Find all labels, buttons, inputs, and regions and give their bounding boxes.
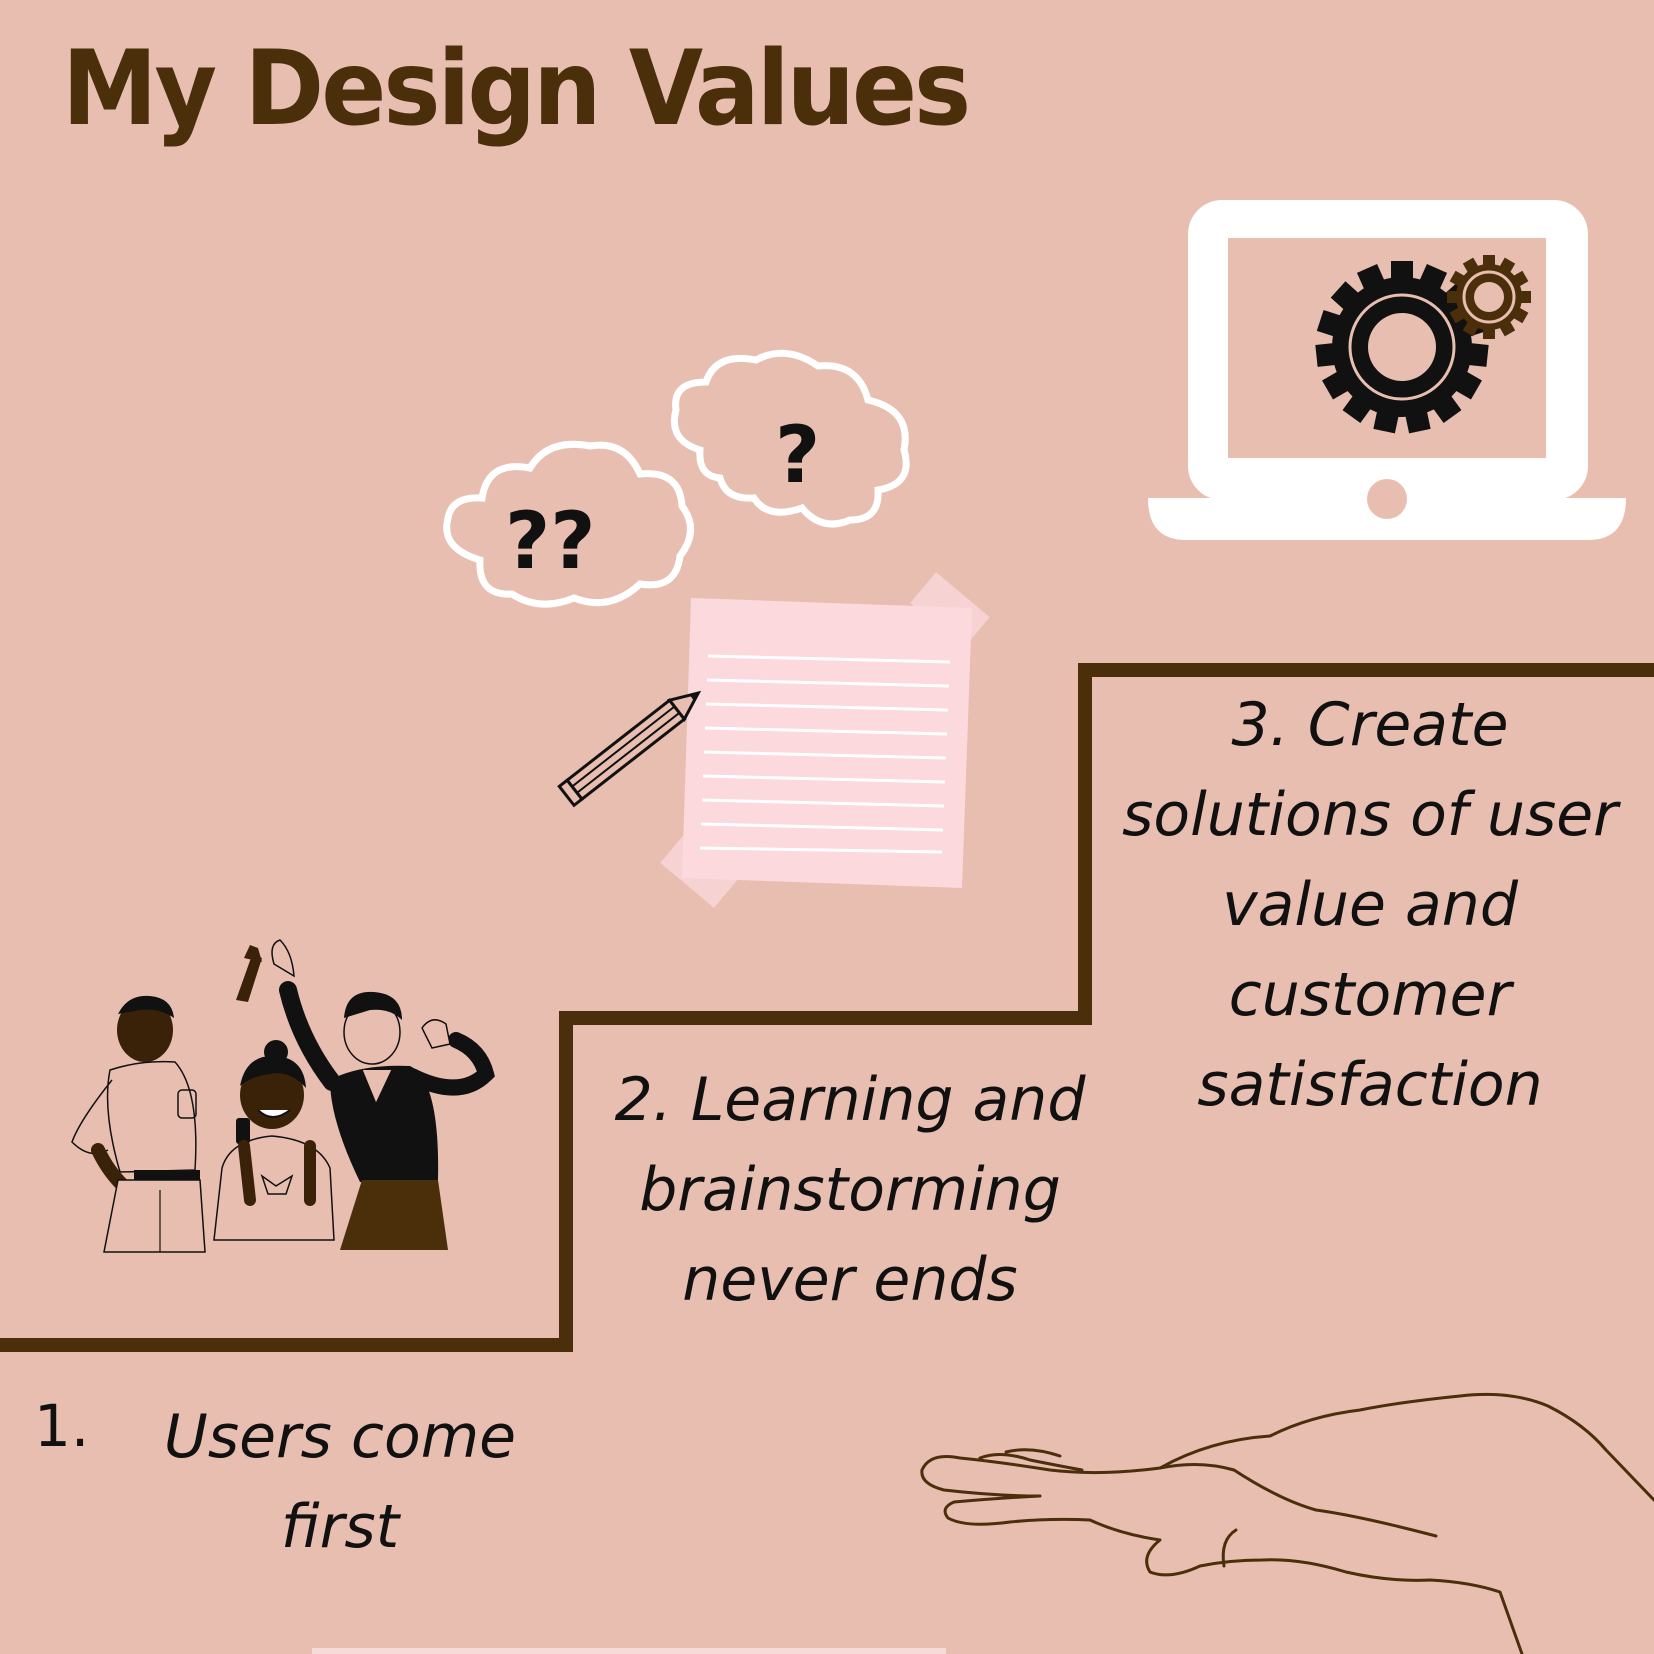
notepad-icon <box>660 572 990 908</box>
staircase-line <box>0 663 1654 1352</box>
gear-icon <box>1315 261 1489 434</box>
thought-cloud-icon <box>443 349 910 608</box>
people-celebrating-illustration <box>71 939 495 1253</box>
bottom-divider <box>312 1648 946 1654</box>
pencil-icon <box>557 690 702 808</box>
question-marks-left: ?? <box>505 497 596 587</box>
person-middle <box>213 1040 335 1241</box>
value-1-number: 1. <box>34 1392 90 1460</box>
question-mark-right: ? <box>775 411 820 501</box>
value-3-text: 3. Create solutions of user value and cu… <box>1122 690 1618 1120</box>
person-right <box>271 939 495 1250</box>
page-title: My Design Values <box>62 28 971 149</box>
person-left <box>71 945 262 1253</box>
small-gear-icon <box>1447 255 1531 339</box>
open-hand-icon <box>920 1392 1654 1654</box>
value-1-text: Users come first <box>163 1402 517 1562</box>
value-2-text: 2. Learning and brainstorming never ends <box>614 1065 1086 1315</box>
question-mark-icon: ?? ? <box>505 411 820 587</box>
